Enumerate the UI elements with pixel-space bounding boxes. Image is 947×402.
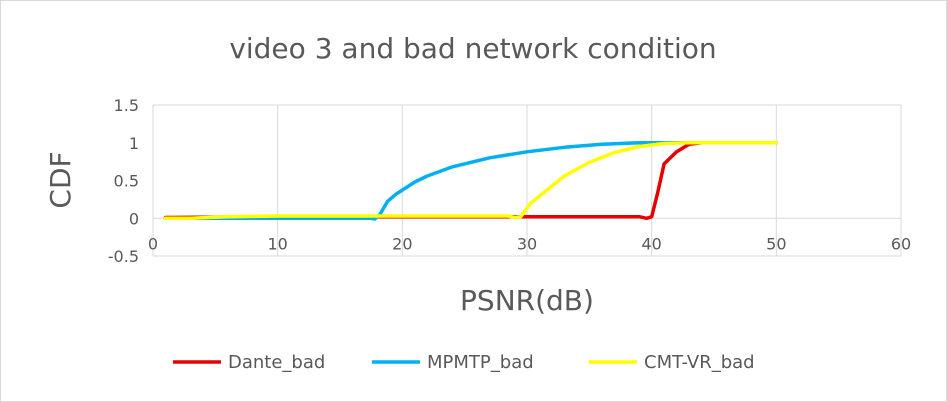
x-tick-label: 30 — [517, 234, 537, 253]
series-line-cmt-vr-bad — [163, 141, 779, 221]
legend: Dante_bad MPMTP_bad CMT-VR_bad — [173, 352, 755, 373]
legend-item: Dante_bad — [173, 352, 325, 373]
x-tick-label: 40 — [641, 234, 661, 253]
y-tick-label: 0.5 — [114, 172, 139, 191]
legend-label: MPMTP_bad — [427, 352, 534, 373]
x-tick-label: 10 — [267, 234, 287, 253]
y-tick-label: 0 — [129, 209, 139, 228]
y-tick-label: -0.5 — [108, 247, 139, 266]
legend-label: Dante_bad — [228, 352, 325, 373]
x-tick-label: 50 — [766, 234, 786, 253]
x-tick-label: 20 — [392, 234, 412, 253]
series-line-mpmtp-bad — [163, 141, 779, 221]
series-line-dante-bad — [163, 141, 779, 221]
x-tick-label: 0 — [148, 234, 158, 253]
legend-label: CMT-VR_bad — [644, 352, 755, 373]
y-tick-label: 1.5 — [114, 96, 139, 115]
y-tick-label: 1 — [129, 134, 139, 153]
x-axis-ticks: 0 10 20 30 40 50 60 — [148, 234, 911, 253]
legend-item: CMT-VR_bad — [589, 352, 755, 373]
x-axis-label: PSNR(dB) — [460, 284, 594, 317]
legend-item: MPMTP_bad — [372, 352, 534, 373]
series-lines — [163, 141, 779, 221]
y-axis-label: CDF — [44, 151, 77, 208]
y-axis-ticks: -0.5 0 0.5 1 1.5 — [108, 96, 139, 266]
x-tick-label: 60 — [891, 234, 911, 253]
chart-title: video 3 and bad network condition — [229, 32, 716, 65]
